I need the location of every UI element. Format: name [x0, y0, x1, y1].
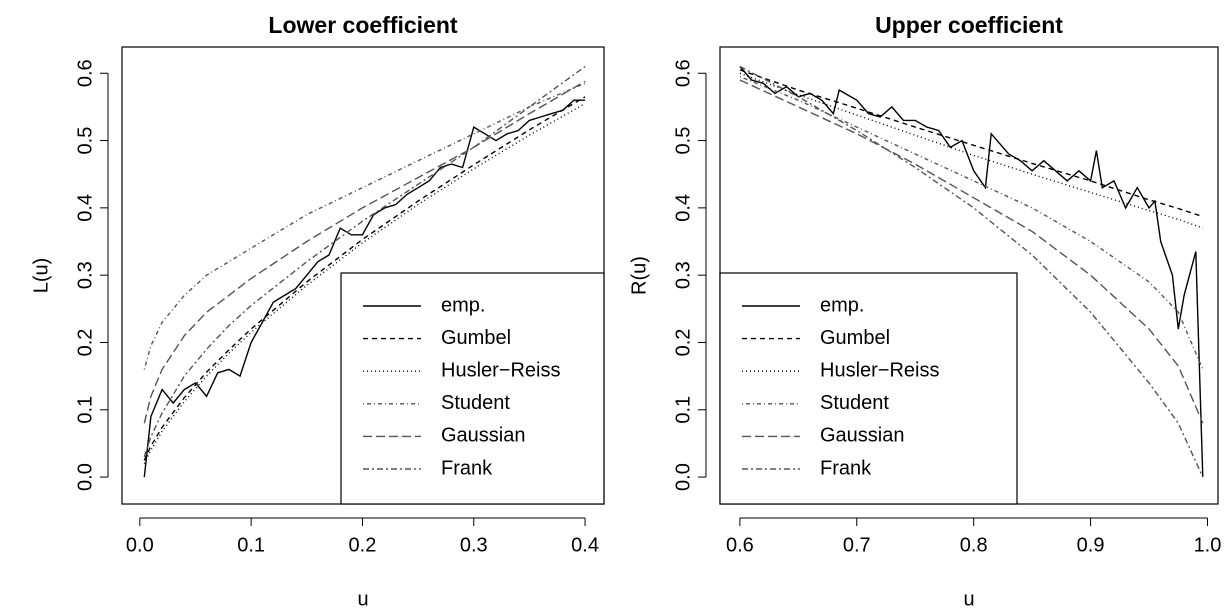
series-line: [143, 102, 586, 464]
x-axis-label: u: [357, 588, 368, 610]
series-line: [143, 80, 586, 424]
y-tick-label: 0.6: [672, 59, 694, 87]
series-line: [739, 72, 1204, 229]
series-line: [739, 65, 1204, 478]
x-tick-label: 0.2: [349, 534, 377, 556]
x-axis-label: u: [963, 588, 974, 610]
y-axis-label: R(u): [628, 256, 650, 295]
series-line: [739, 66, 1204, 478]
y-axis-label: L(u): [30, 258, 52, 294]
chart-title: Lower coefficient: [268, 12, 457, 38]
legend-label: Gaussian: [820, 425, 905, 447]
chart-title: Upper coefficient: [875, 12, 1063, 38]
x-tick-label: 0.7: [843, 534, 871, 556]
series-line: [143, 99, 586, 478]
legend-label: Gumbel: [441, 327, 511, 349]
y-tick-label: 0.5: [672, 127, 694, 155]
series-line: [739, 69, 1204, 218]
y-tick-label: 0.2: [672, 329, 694, 357]
legend-label: Frank: [441, 457, 493, 479]
y-tick-label: 0.3: [672, 261, 694, 289]
y-tick-label: 0.1: [74, 396, 96, 424]
x-tick-label: 0.3: [460, 534, 488, 556]
x-tick-label: 0.9: [1077, 534, 1105, 556]
y-tick-label: 0.0: [672, 463, 694, 491]
series-line: [143, 96, 586, 461]
x-tick-label: 0.4: [571, 534, 599, 556]
x-tick-label: 0.8: [960, 534, 988, 556]
legend-label: Husler−Reiss: [820, 359, 939, 381]
y-tick-label: 0.3: [74, 261, 96, 289]
y-tick-label: 0.1: [672, 396, 694, 424]
y-tick-label: 0.4: [74, 194, 96, 222]
x-tick-label: 1.0: [1194, 534, 1222, 556]
series-line: [739, 79, 1204, 424]
y-tick-label: 0.2: [74, 329, 96, 357]
x-tick-label: 0.1: [237, 534, 265, 556]
y-tick-label: 0.4: [672, 194, 694, 222]
series-line: [143, 82, 586, 370]
y-tick-label: 0.6: [74, 59, 96, 87]
legend-box: [340, 272, 605, 505]
legend-label: Husler−Reiss: [441, 359, 560, 381]
legend-label: Student: [820, 392, 889, 414]
legend-label: emp.: [820, 294, 864, 316]
legend-label: Student: [441, 392, 510, 414]
y-tick-label: 0.5: [74, 127, 96, 155]
x-tick-label: 0.6: [726, 534, 754, 556]
legend-box: [719, 272, 1018, 505]
x-tick-label: 0.0: [126, 534, 154, 556]
legend-label: Gumbel: [820, 327, 890, 349]
legend-label: emp.: [441, 294, 485, 316]
series-line: [143, 65, 586, 458]
legend-label: Frank: [820, 457, 872, 479]
legend-label: Gaussian: [441, 425, 526, 447]
y-tick-label: 0.0: [74, 463, 96, 491]
